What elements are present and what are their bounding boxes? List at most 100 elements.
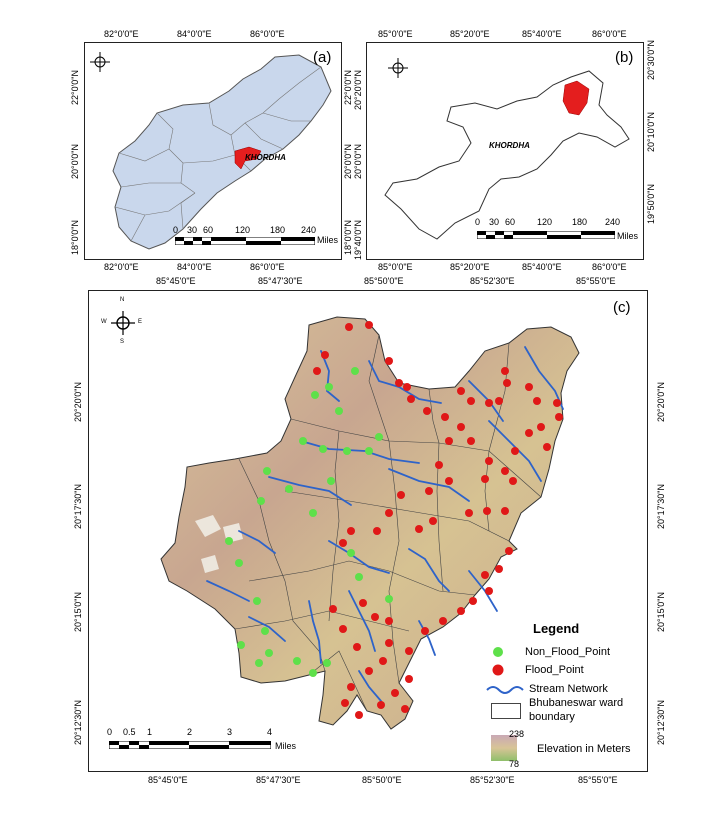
- flood-point: [339, 625, 347, 633]
- panel-a-bottom-tick: 82°0'0"E: [104, 262, 139, 272]
- panel-a-top-tick: 86°0'0"E: [250, 29, 285, 39]
- compass-e: E: [138, 319, 143, 325]
- panel-b-letter: (b): [615, 49, 634, 66]
- non-flood-point: [325, 383, 333, 391]
- scale-label: 4: [267, 727, 273, 737]
- flood-point: [423, 407, 431, 415]
- panel-c-right-tick: 20°12'30"N: [656, 700, 666, 746]
- panel-b-bottom-tick: 86°0'0"E: [592, 262, 627, 272]
- non-flood-point: [347, 549, 355, 557]
- compass-w: W: [101, 319, 107, 325]
- scale-unit: Miles: [617, 231, 639, 241]
- flood-point: [457, 607, 465, 615]
- legend-elev-min: 78: [509, 759, 520, 769]
- bhubaneswar-flood-map: [160, 316, 580, 730]
- panel-c-top-tick: 85°55'0"E: [576, 276, 616, 286]
- flood-point: [395, 379, 403, 387]
- flood-point: [347, 683, 355, 691]
- non-flood-point: [323, 659, 331, 667]
- flood-point: [553, 399, 561, 407]
- panel-b-left-tick: 20°0'0"N: [353, 144, 363, 180]
- panel-b-bottom-tick: 85°20'0"E: [450, 262, 490, 272]
- flood-point: [501, 367, 509, 375]
- scale-bar: [109, 741, 271, 749]
- scale-label: 0: [173, 225, 179, 235]
- non-flood-point: [261, 627, 269, 635]
- flood-point: [555, 413, 563, 421]
- flood-point: [391, 689, 399, 697]
- flood-point: [385, 357, 393, 365]
- panel-c-top-tick: 85°50'0"E: [364, 276, 404, 286]
- panel-c-left-tick: 20°20'0"N: [73, 382, 83, 423]
- flood-point: [467, 437, 475, 445]
- panel-c-top-tick: 85°47'30"E: [258, 276, 303, 286]
- non-flood-point: [225, 537, 233, 545]
- flood-point: [385, 639, 393, 647]
- panel-a-top-tick: 82°0'0"E: [104, 29, 139, 39]
- non-flood-point: [351, 367, 359, 375]
- flood-point: [525, 429, 533, 437]
- non-flood-point: [263, 467, 271, 475]
- flood-point: [445, 477, 453, 485]
- flood-point: [543, 443, 551, 451]
- panel-a-bottom-tick: 86°0'0"E: [250, 262, 285, 272]
- non-flood-point: [309, 509, 317, 517]
- flood-point: [441, 413, 449, 421]
- panel-a-left-tick: 22°0'0"N: [70, 70, 80, 106]
- compass-s: S: [120, 339, 125, 345]
- flood-point: [407, 395, 415, 403]
- flood-point: [483, 507, 491, 515]
- scale-bar: [477, 231, 615, 239]
- panel-c-right-tick: 20°20'0"N: [656, 382, 666, 423]
- khordha-district-map: [384, 70, 630, 240]
- panel-c-right-tick: 20°17'30"N: [656, 484, 666, 530]
- flood-point: [359, 599, 367, 607]
- non-flood-point: [235, 559, 243, 567]
- flood-point: [485, 587, 493, 595]
- panel-b-left-tick: 19°40'0"N: [353, 220, 363, 261]
- non-flood-point: [319, 445, 327, 453]
- scale-label: 60: [505, 217, 516, 227]
- flood-point: [469, 597, 477, 605]
- panel-c-letter: (c): [613, 299, 631, 316]
- legend-flood: Flood_Point: [525, 664, 584, 676]
- panel-b-top-tick: 86°0'0"E: [592, 29, 627, 39]
- scale-label: 120: [235, 225, 251, 235]
- flood-point: [329, 605, 337, 613]
- scale-label: 240: [301, 225, 317, 235]
- panel-c-frame: (c) N S E W 0 0.5 1 2 3 4: [88, 290, 648, 772]
- flood-point: [467, 397, 475, 405]
- flood-point: [481, 571, 489, 579]
- flood-point: [481, 475, 489, 483]
- scale-label: 1: [147, 727, 153, 737]
- legend-non-flood: Non_Flood_Point: [525, 646, 611, 658]
- flood-point: [501, 467, 509, 475]
- scale-label: 30: [187, 225, 198, 235]
- non-flood-point: [293, 657, 301, 665]
- flood-point: [403, 383, 411, 391]
- panel-c-top-tick: 85°52'30"E: [470, 276, 515, 286]
- panel-a-left-tick: 20°0'0"N: [70, 144, 80, 180]
- legend-ward-2: boundary: [529, 711, 575, 723]
- panel-b-left-tick: 20°20'0"N: [353, 70, 363, 111]
- points-layer: [225, 321, 563, 719]
- scale-label: 0: [475, 217, 481, 227]
- non-flood-point: [253, 597, 261, 605]
- panel-a-right-tick: 22°0'0"N: [343, 70, 353, 106]
- flood-point: [405, 647, 413, 655]
- scale-label: 60: [203, 225, 214, 235]
- flood-point: [385, 617, 393, 625]
- non-flood-point: [257, 497, 265, 505]
- flood-point: [495, 397, 503, 405]
- panel-a-frame: KHORDHA (a) 0 30 60 120 180 240 Mi: [84, 42, 342, 260]
- ward-symbol: [491, 703, 521, 719]
- flood-symbol: [492, 664, 504, 676]
- flood-point: [377, 701, 385, 709]
- flood-point: [371, 613, 379, 621]
- non-flood-symbol: [493, 647, 503, 657]
- flood-point: [379, 657, 387, 665]
- compass-icon: [90, 52, 110, 72]
- non-flood-point: [355, 573, 363, 581]
- non-flood-point: [309, 669, 317, 677]
- bhubaneswar-highlight: [562, 80, 590, 116]
